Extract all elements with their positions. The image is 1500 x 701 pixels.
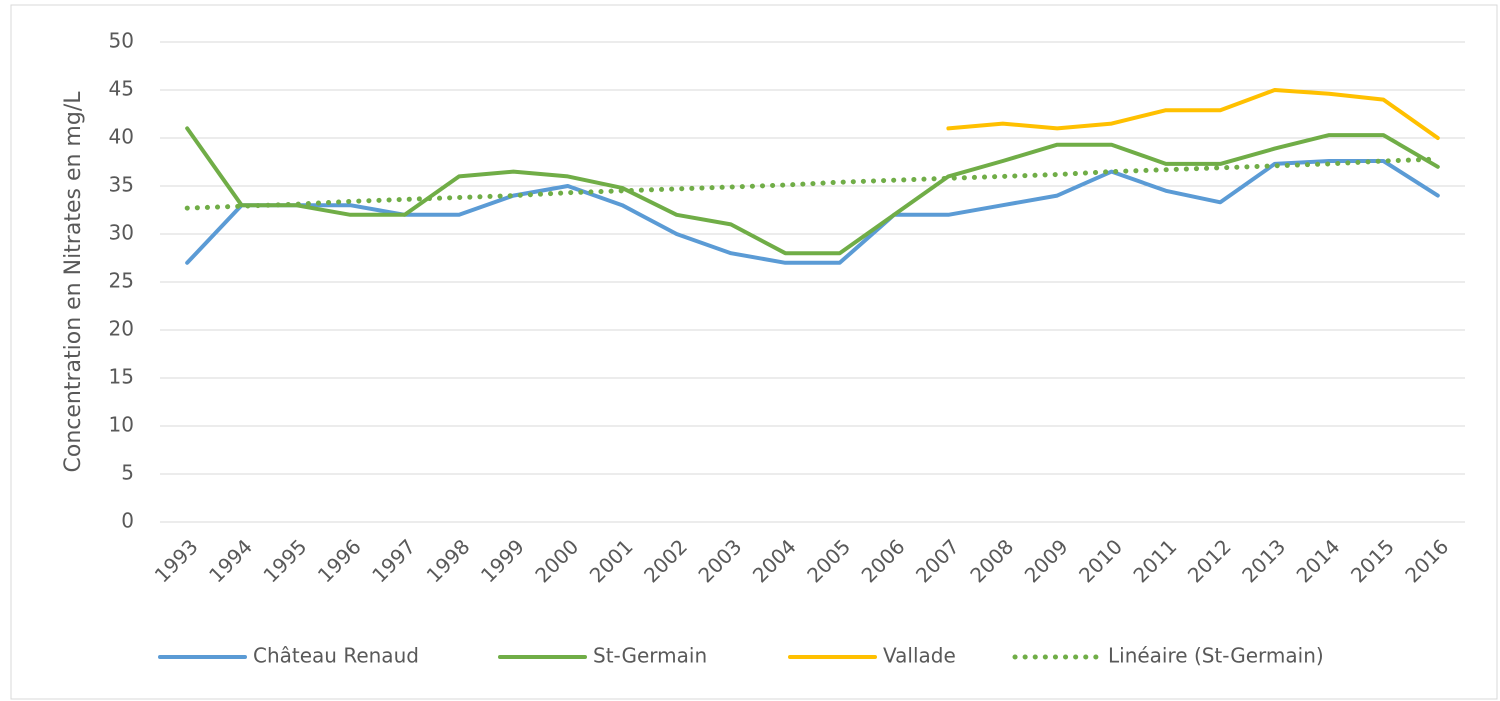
y-tick-label: 15 — [109, 365, 134, 389]
legend-label: Château Renaud — [253, 644, 419, 668]
y-tick-label: 50 — [109, 29, 134, 53]
y-tick-label: 20 — [109, 317, 134, 341]
trend-line — [184, 156, 1441, 211]
legend-label: Vallade — [883, 644, 956, 668]
legend-label: Linéaire (St-Germain) — [1108, 644, 1324, 668]
y-axis-title: Concentration en Nitrates en mg/L — [61, 91, 86, 473]
legend-label: St-Germain — [593, 644, 707, 668]
y-tick-label: 0 — [121, 509, 134, 533]
y-tick-label: 40 — [109, 125, 134, 149]
y-tick-label: 30 — [109, 221, 134, 245]
y-tick-label: 10 — [109, 413, 134, 437]
y-tick-label: 25 — [109, 269, 134, 293]
series-line — [946, 88, 1440, 140]
chart-frame — [10, 4, 1498, 700]
y-tick-label: 45 — [109, 77, 134, 101]
y-tick-label: 5 — [121, 461, 134, 485]
y-tick-label: 35 — [109, 173, 134, 197]
series-line — [185, 126, 1440, 256]
